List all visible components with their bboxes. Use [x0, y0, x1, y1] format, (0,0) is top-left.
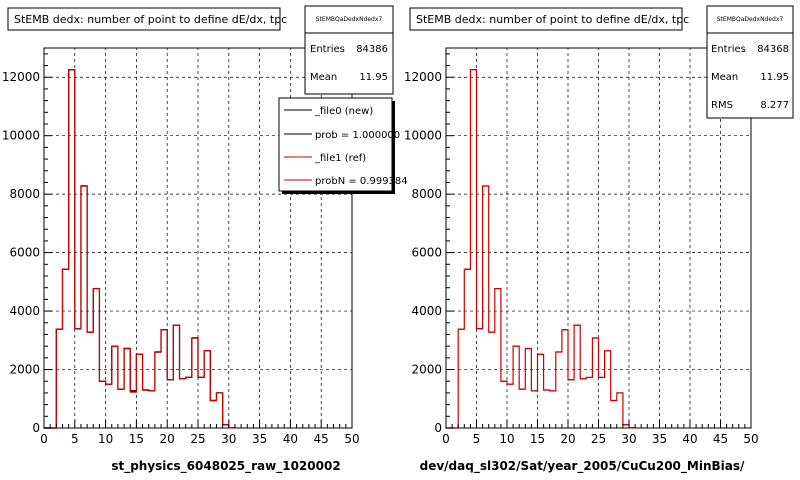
right-histogram-series-0	[446, 69, 636, 429]
right-y-tick-label: 2000	[411, 363, 442, 377]
right-title: StEMB dedx: number of point to define dE…	[416, 13, 689, 26]
left-x-tick-label: 40	[283, 432, 298, 446]
right-x-axis-label: dev/daq_sl302/Sat/year_2005/CuCu200_MinB…	[420, 459, 745, 474]
left-x-tick-label: 45	[314, 432, 329, 446]
right-x-tick-label: 30	[621, 432, 636, 446]
right-histogram-pad: 0 5 10 15 20 25 30 35 40 45 50 0 2000 4000 6000 8000 10…	[404, 5, 794, 474]
right-x-tick-label: 45	[713, 432, 728, 446]
right-y-tick-label: 6000	[411, 246, 442, 260]
left-title-box	[7, 7, 281, 31]
left-y-ticks: 0 2000 4000 6000 8000 10000 12000	[2, 53, 52, 435]
left-stats-name: StEMBQaDedxNdedx7	[316, 16, 383, 23]
right-title-box	[409, 7, 683, 31]
right-stats-entries-value: 84368	[757, 44, 789, 55]
left-x-tick-label: 15	[129, 432, 144, 446]
left-x-ticks: 0 5 10 15 20 25 30 35 40 45 50	[40, 420, 360, 446]
legend-entry-prob: prob = 1.000000	[315, 130, 400, 141]
right-x-tick-label: 25	[591, 432, 606, 446]
left-histogram-series-1	[44, 69, 236, 429]
right-stats-mean-label: Mean	[711, 72, 738, 83]
right-x-tick-label: 50	[743, 432, 758, 446]
right-x-tick-label: 40	[682, 432, 697, 446]
left-title: StEMB dedx: number of point to define dE…	[14, 13, 287, 26]
left-stats-box: StEMBQaDedxNdedx7 Entries 84386 Mean 11.…	[304, 5, 394, 95]
left-y-tick-label: 12000	[2, 70, 40, 84]
left-y-tick-label: 2000	[9, 363, 40, 377]
right-y-tick-label: 10000	[404, 129, 442, 143]
left-histograms	[44, 69, 236, 429]
left-stats-mean-value: 11.95	[359, 72, 388, 83]
right-stats-rms-label: RMS	[711, 100, 733, 111]
legend: _file0 (new) prob = 1.000000 _file1 (ref…	[278, 97, 408, 194]
right-stats-mean-value: 11.95	[760, 72, 789, 83]
left-y-tick-label: 6000	[9, 246, 40, 260]
right-stats-entries-label: Entries	[711, 44, 746, 55]
right-stats-frame	[706, 5, 794, 119]
right-stats-box: StEMBQaDedxNdedx7 Entries 84368 Mean 11.…	[706, 5, 794, 119]
legend-entry-ref: _file1 (ref)	[314, 153, 366, 164]
right-y-tick-label: 8000	[411, 187, 442, 201]
left-x-axis-label: st_physics_6048025_raw_1020002	[111, 459, 340, 474]
left-x-tick-label: 0	[40, 432, 48, 446]
left-y-tick-label: 8000	[9, 187, 40, 201]
right-x-tick-label: 15	[530, 432, 545, 446]
right-x-tick-label: 5	[473, 432, 481, 446]
right-y-tick-label: 4000	[411, 304, 442, 318]
right-y-ticks: 0 2000 4000 6000 8000 10000 12000	[404, 53, 454, 435]
right-x-tick-label: 35	[652, 432, 667, 446]
right-grid	[446, 48, 751, 428]
right-y-tick-label: 12000	[404, 70, 442, 84]
left-stats-mean-label: Mean	[310, 72, 337, 83]
left-x-tick-label: 35	[252, 432, 267, 446]
left-y-tick-label: 4000	[9, 304, 40, 318]
legend-entry-new: _file0 (new)	[314, 106, 373, 117]
left-y-tick-label: 10000	[2, 129, 40, 143]
left-x-tick-label: 10	[98, 432, 113, 446]
left-histogram-pad: 0 5 10 15 20 25 30 35 40 45 50 0 2000 4000 6000 8000 10…	[2, 5, 408, 474]
legend-frame	[278, 97, 393, 192]
left-x-tick-label: 50	[344, 432, 359, 446]
left-stats-entries-value: 84386	[356, 44, 388, 55]
left-y-tick-label: 0	[32, 421, 40, 435]
left-stats-entries-label: Entries	[310, 44, 345, 55]
right-x-tick-label: 0	[442, 432, 450, 446]
left-x-tick-label: 20	[160, 432, 175, 446]
right-x-tick-label: 20	[560, 432, 575, 446]
left-stats-frame	[304, 5, 394, 95]
right-x-ticks: 0 5 10 15 20 25 30 35 40 45 50	[442, 420, 759, 446]
right-stats-rms-value: 8.277	[760, 100, 789, 111]
right-x-tick-label: 10	[499, 432, 514, 446]
right-stats-name: StEMBQaDedxNdedx7	[717, 16, 784, 23]
left-x-tick-label: 30	[221, 432, 236, 446]
right-y-tick-label: 0	[434, 421, 442, 435]
legend-entry-probn: probN = 0.999384	[315, 176, 408, 187]
left-x-tick-label: 25	[190, 432, 205, 446]
left-x-tick-label: 5	[71, 432, 79, 446]
right-histograms	[446, 69, 636, 429]
